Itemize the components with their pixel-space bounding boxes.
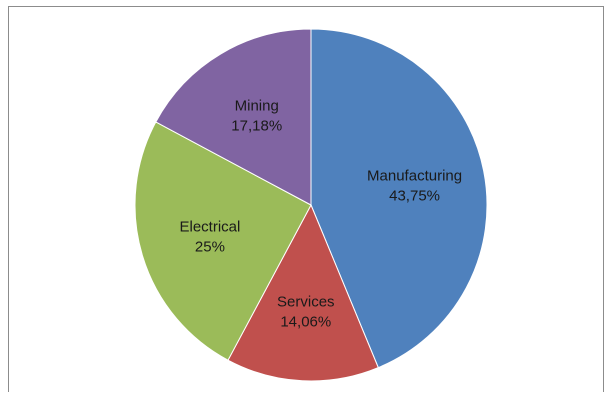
pie-slice-mining bbox=[155, 28, 312, 206]
pie-slice-services bbox=[227, 203, 379, 382]
slice-label-mining: Mining 17,18% bbox=[231, 97, 282, 134]
slice-category-label: Manufacturing bbox=[367, 167, 462, 184]
pie-slice-manufacturing bbox=[310, 28, 488, 369]
slice-value-label: 17,18% bbox=[231, 117, 282, 134]
slice-category-label: Electrical bbox=[180, 219, 241, 236]
slice-label-electrical: Electrical 25% bbox=[180, 219, 241, 256]
slice-label-manufacturing: Manufacturing 43,75% bbox=[367, 167, 462, 204]
slice-value-label: 25% bbox=[195, 239, 225, 256]
slice-category-label: Mining bbox=[235, 97, 279, 114]
slice-value-label: 14,06% bbox=[280, 313, 331, 330]
slice-value-label: 43,75% bbox=[389, 187, 440, 204]
slice-category-label: Services bbox=[277, 293, 335, 310]
slice-label-services: Services 14,06% bbox=[277, 293, 335, 330]
